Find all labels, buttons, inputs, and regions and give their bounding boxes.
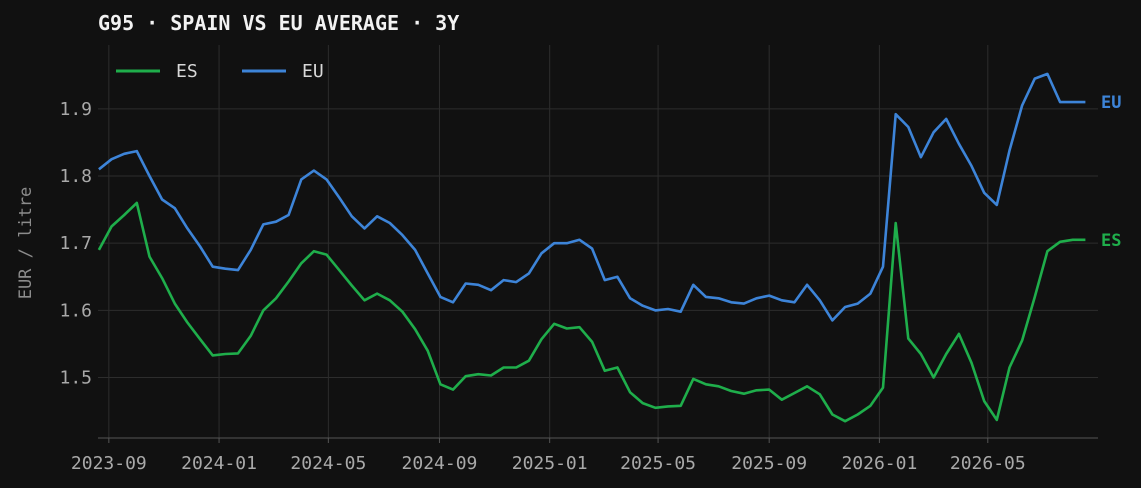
x-tick-label: 2025-01: [512, 453, 588, 474]
x-axis-ticks: 2023-09 2024-01 2024-05 2024-09 2025-01 2025-…: [71, 438, 1026, 474]
x-tick-label: 2026-05: [950, 453, 1026, 474]
x-tick-label: 2024-05: [290, 453, 366, 474]
x-tick-label: 2023-09: [71, 453, 147, 474]
grid: [98, 45, 1098, 438]
y-tick-label: 1.6: [59, 300, 92, 321]
y-axis-ticks: 1.5 1.6 1.7 1.8 1.9: [59, 99, 92, 389]
y-tick-label: 1.8: [59, 166, 92, 187]
x-tick-label: 2026-01: [841, 453, 917, 474]
series-line-es: [97, 201, 1086, 423]
legend: ES EU: [116, 61, 324, 82]
x-tick-label: 2025-09: [731, 453, 807, 474]
x-tick-label: 2024-09: [402, 453, 478, 474]
y-tick-label: 1.7: [59, 233, 92, 254]
series-lines: [97, 72, 1086, 423]
end-label-eu: EU: [1101, 93, 1121, 113]
series-end-labels: ES EU: [1101, 93, 1121, 251]
chart-title: G95 · SPAIN VS EU AVERAGE · 3Y: [98, 11, 459, 35]
y-tick-label: 1.9: [59, 99, 92, 120]
series-line-eu: [98, 72, 1086, 322]
y-axis-label: EUR / litre: [16, 187, 36, 300]
end-label-es: ES: [1101, 231, 1121, 251]
legend-label-eu: EU: [302, 61, 324, 82]
y-tick-label: 1.5: [59, 368, 92, 389]
legend-label-es: ES: [176, 61, 198, 82]
x-tick-label: 2024-01: [181, 453, 257, 474]
x-tick-label: 2025-05: [620, 453, 696, 474]
